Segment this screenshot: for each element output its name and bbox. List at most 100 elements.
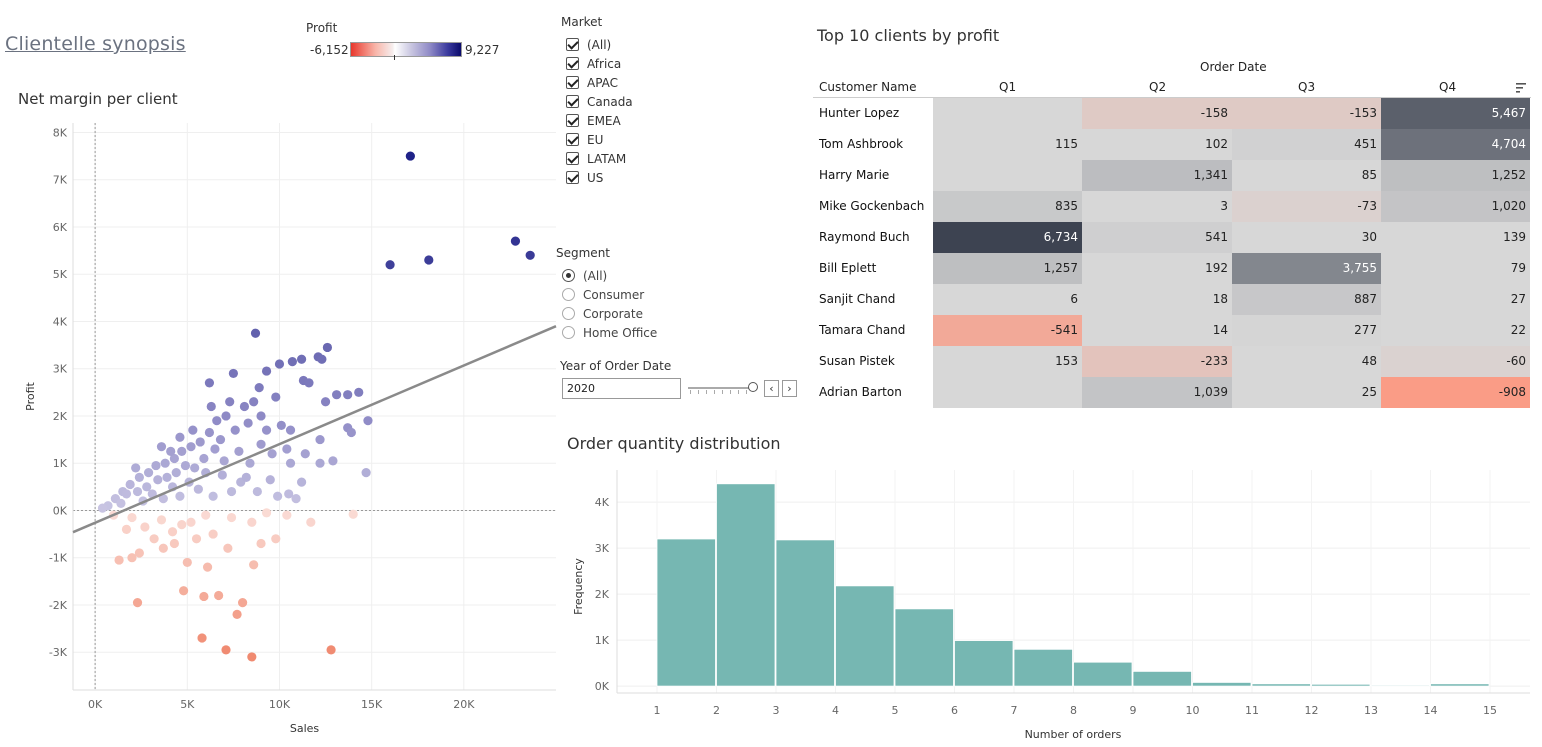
checkbox-checked-icon[interactable] [566, 76, 579, 89]
heatmap-cell[interactable]: -908 [1381, 377, 1530, 408]
heatmap-cell[interactable]: 18 [1082, 284, 1232, 315]
checkbox-checked-icon[interactable] [566, 133, 579, 146]
heatmap-cell[interactable]: -541 [933, 315, 1082, 346]
heatmap-cell[interactable]: 192 [1082, 253, 1232, 284]
checkbox-checked-icon[interactable] [566, 171, 579, 184]
customer-name-cell[interactable]: Raymond Buch [819, 230, 910, 244]
market-option[interactable]: (All) [566, 35, 611, 54]
checkbox-checked-icon[interactable] [566, 95, 579, 108]
heatmap-cell[interactable]: 6,734 [933, 222, 1082, 253]
heatmap-cell[interactable]: 22 [1381, 315, 1530, 346]
year-slider-track[interactable] [688, 387, 752, 389]
scatter-title: Net margin per client [18, 90, 178, 108]
checkbox-checked-icon[interactable] [566, 57, 579, 70]
scatter-point [179, 586, 189, 596]
checkbox-checked-icon[interactable] [566, 114, 579, 127]
radio-icon[interactable] [562, 326, 575, 339]
col-header-q1[interactable]: Q1 [999, 80, 1017, 94]
heatmap-cell[interactable]: 139 [1381, 222, 1530, 253]
heatmap-cell[interactable]: 4,704 [1381, 129, 1530, 160]
sort-icon[interactable] [1515, 82, 1527, 94]
heatmap-cell[interactable]: 1,020 [1381, 191, 1530, 222]
customer-name-cell[interactable]: Susan Pistek [819, 354, 895, 368]
heatmap-cell[interactable]: 79 [1381, 253, 1530, 284]
scatter-point [304, 378, 314, 388]
market-option[interactable]: Canada [566, 92, 633, 111]
heatmap-cell[interactable]: 25 [1232, 377, 1381, 408]
customer-name-cell[interactable]: Bill Eplett [819, 261, 877, 275]
heatmap-cell[interactable]: 887 [1232, 284, 1381, 315]
heatmap-cell[interactable]: 541 [1082, 222, 1232, 253]
radio-icon[interactable] [562, 288, 575, 301]
segment-option[interactable]: Corporate [562, 304, 643, 323]
customer-name-cell[interactable]: Mike Gockenbach [819, 199, 925, 213]
heatmap-cell[interactable]: 835 [933, 191, 1082, 222]
heatmap-cell[interactable]: 1,257 [933, 253, 1082, 284]
checkbox-checked-icon[interactable] [566, 152, 579, 165]
col-header-q3[interactable]: Q3 [1298, 80, 1316, 94]
market-option[interactable]: EU [566, 130, 603, 149]
scatter-point [162, 472, 172, 482]
heatmap-cell[interactable]: -73 [1232, 191, 1381, 222]
heatmap-cell[interactable]: 1,341 [1082, 160, 1232, 191]
segment-option[interactable]: (All) [562, 266, 607, 285]
histogram-bar [954, 640, 1014, 687]
scatter-point [247, 652, 257, 662]
year-slider-thumb[interactable] [748, 382, 758, 392]
heatmap-cell[interactable]: 27 [1381, 284, 1530, 315]
heatmap-cell[interactable]: 6 [933, 284, 1082, 315]
scatter-chart[interactable]: -3K -2K -1K 0K 1K 2K 3K 4K 5K 6K 7K 8K 0K 5K 10K 15K 20K… [0, 115, 558, 740]
radio-icon[interactable] [562, 269, 575, 282]
customer-name-cell[interactable]: Hunter Lopez [819, 106, 900, 120]
market-option[interactable]: EMEA [566, 111, 621, 130]
heatmap-cell[interactable]: 1,252 [1381, 160, 1530, 191]
customer-name-cell[interactable]: Tamara Chand [819, 323, 906, 337]
scatter-point [127, 553, 137, 563]
checkbox-checked-icon[interactable] [566, 38, 579, 51]
heatmap-cell[interactable]: 14 [1082, 315, 1232, 346]
heatmap-cell[interactable]: 451 [1232, 129, 1381, 160]
customer-name-cell[interactable]: Harry Marie [819, 168, 890, 182]
heatmap-cell[interactable]: 85 [1232, 160, 1381, 191]
heatmap-cell[interactable]: 48 [1232, 346, 1381, 377]
heatmap-cell[interactable]: 153 [933, 346, 1082, 377]
heatmap-cell[interactable]: 115 [933, 129, 1082, 160]
heatmap-cell[interactable]: 277 [1232, 315, 1381, 346]
profit-legend-zero-tick [394, 55, 395, 60]
radio-icon[interactable] [562, 307, 575, 320]
market-option[interactable]: APAC [566, 73, 618, 92]
heatmap-cell[interactable]: -153 [1232, 98, 1381, 129]
heatmap-cell[interactable]: -158 [1082, 98, 1232, 129]
heatmap-cell[interactable]: 30 [1232, 222, 1381, 253]
customer-name-cell[interactable]: Adrian Barton [819, 385, 902, 399]
heatmap-cell[interactable]: 1,039 [1082, 377, 1232, 408]
market-option[interactable]: US [566, 168, 603, 187]
year-prev-button[interactable]: ‹ [764, 380, 779, 397]
heatmap-cell[interactable] [933, 160, 1082, 191]
scatter-point [287, 357, 297, 367]
customer-name-cell[interactable]: Tom Ashbrook [819, 137, 904, 151]
dashboard-title[interactable]: Clientelle synopsis [5, 33, 186, 55]
market-option[interactable]: LATAM [566, 149, 626, 168]
heatmap-cell[interactable]: 5,467 [1381, 98, 1530, 129]
heatmap-cell[interactable]: -233 [1082, 346, 1232, 377]
segment-option[interactable]: Consumer [562, 285, 644, 304]
customer-name-header[interactable]: Customer Name [819, 80, 917, 94]
segment-option[interactable]: Home Office [562, 323, 657, 342]
heatmap-cell[interactable]: -60 [1381, 346, 1530, 377]
heatmap-cell[interactable] [933, 377, 1082, 408]
histogram-bar [1073, 661, 1133, 687]
heatmap-cell[interactable]: 3,755 [1232, 253, 1381, 284]
heatmap-cell[interactable] [933, 98, 1082, 129]
customer-name-cell[interactable]: Sanjit Chand [819, 292, 896, 306]
market-option[interactable]: Africa [566, 54, 621, 73]
scatter-point [158, 543, 168, 553]
heatmap-cell[interactable]: 3 [1082, 191, 1232, 222]
col-header-q2[interactable]: Q2 [1149, 80, 1167, 94]
col-header-q4[interactable]: Q4 [1439, 80, 1457, 94]
scatter-point [256, 538, 266, 549]
heatmap-cell[interactable]: 102 [1082, 129, 1232, 160]
year-next-button[interactable]: › [782, 380, 797, 397]
year-input[interactable] [562, 378, 681, 399]
